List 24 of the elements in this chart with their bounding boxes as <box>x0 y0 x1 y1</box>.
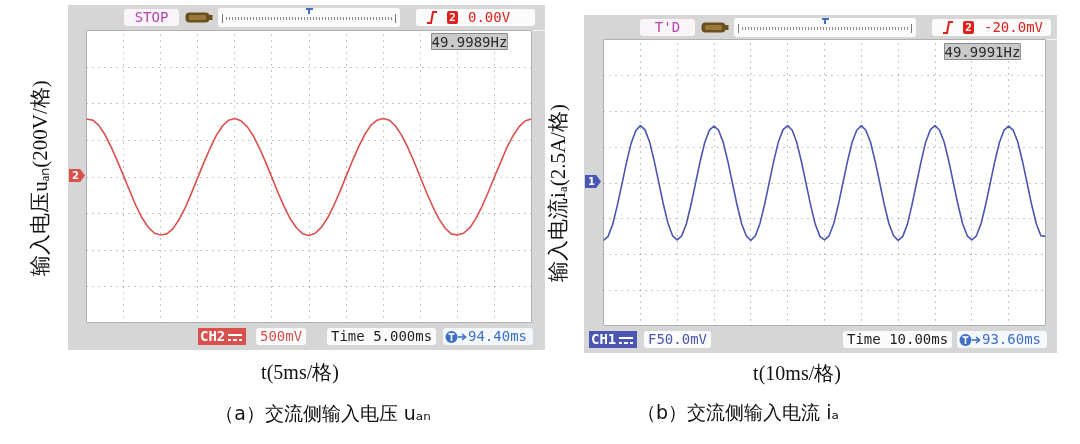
text: 2 <box>69 169 85 182</box>
text: T'D <box>640 19 695 36</box>
text: 94.40ms <box>443 328 534 345</box>
text: STOP <box>124 9 179 26</box>
y-axis-title: 输入电压uₐₙ(200V/格) <box>27 80 53 276</box>
text: 49.9989Hz <box>431 33 508 50</box>
x-axis-title: t(10ms/格) <box>753 360 841 387</box>
text: 2 <box>963 21 974 34</box>
text: 0.00V <box>468 9 511 26</box>
text: 2 <box>447 11 458 24</box>
text: -20.0mV <box>984 19 1044 36</box>
text: （b）交流侧输入电流 iₐ <box>637 400 839 426</box>
text: CH1 <box>589 331 638 348</box>
text: CH2 <box>198 328 247 345</box>
text: （a）交流侧输入电压 uₐₙ <box>215 401 431 427</box>
text: Time 5.000ms <box>327 328 437 345</box>
text: Time 10.00ms <box>843 331 953 348</box>
text: 500mV <box>256 328 307 345</box>
text: 93.60ms <box>957 331 1048 348</box>
x-axis-title: t(5ms/格) <box>261 359 339 386</box>
text: 1 <box>585 175 601 188</box>
y-axis-title: 输入电流iₐ(2.5A/格) <box>545 104 571 282</box>
text: F50.0mV <box>644 331 712 348</box>
text: 49.9991Hz <box>944 43 1021 60</box>
